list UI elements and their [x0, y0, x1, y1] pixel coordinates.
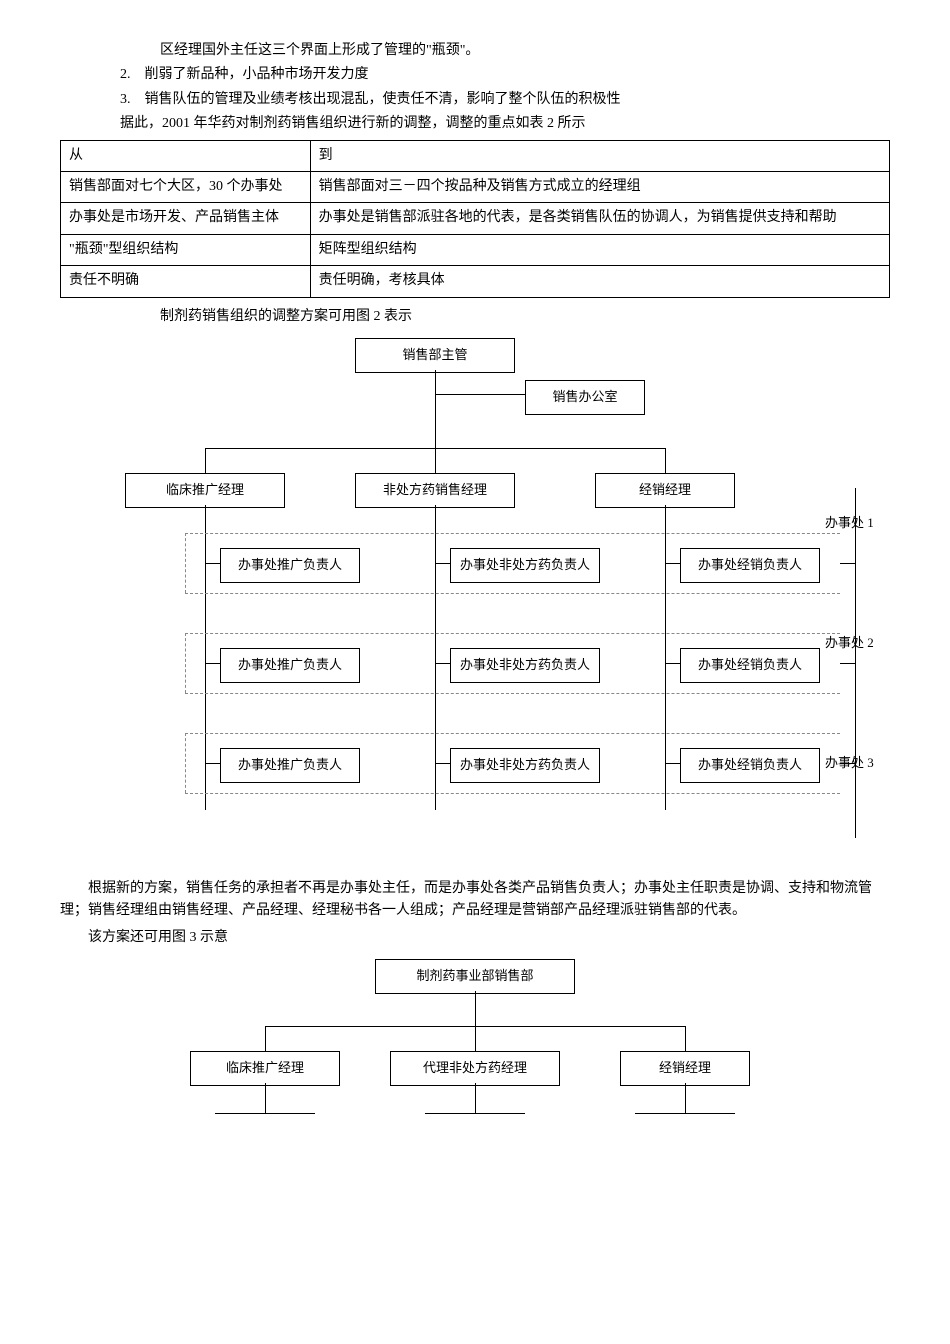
td-to: 销售部面对三－四个按品种及销售方式成立的经理组: [310, 171, 889, 202]
node2-otc: 代理非处方药经理: [390, 1051, 560, 1086]
node-otc-mgr: 非处方药销售经理: [355, 473, 515, 508]
intro-line-1: 区经理国外主任这三个界面上形成了管理的"瓶颈"。: [160, 40, 890, 62]
connector: [475, 991, 476, 1026]
connector: [205, 663, 220, 664]
connector: [435, 763, 450, 764]
node-sub-dist-3: 办事处经销负责人: [680, 748, 820, 783]
td-to: 责任明确，考核具体: [310, 266, 889, 297]
node-sub-promo-3: 办事处推广负责人: [220, 748, 360, 783]
connector: [665, 763, 680, 764]
connector: [435, 448, 436, 473]
td-to: 矩阵型组织结构: [310, 234, 889, 265]
connector: [425, 1113, 525, 1114]
th-to: 到: [310, 140, 889, 171]
intro-item-3: 3. 销售队伍的管理及业绩考核出现混乱，使责任不清，影响了整个队伍的积极性: [120, 89, 890, 111]
dash-connector: [185, 693, 840, 694]
connector: [435, 663, 450, 664]
connector: [265, 1083, 266, 1113]
td-from: 办事处是市场开发、产品销售主体: [61, 203, 311, 234]
intro-line-4: 据此，2001 年华药对制剂药销售组织进行新的调整，调整的重点如表 2 所示: [120, 113, 890, 135]
connector: [435, 563, 450, 564]
connector: [265, 1026, 266, 1051]
dash-connector: [185, 593, 840, 594]
connector: [840, 663, 855, 664]
table-header-row: 从 到: [61, 140, 890, 171]
connector: [435, 418, 436, 448]
org-chart-1: 销售部主管 销售办公室 临床推广经理 非处方药销售经理 经销经理 办事处推广负责…: [85, 338, 865, 858]
connector: [685, 1083, 686, 1113]
node2-dist: 经销经理: [620, 1051, 750, 1086]
node-sub-dist-2: 办事处经销负责人: [680, 648, 820, 683]
table-row: 办事处是市场开发、产品销售主体 办事处是销售部派驻各地的代表，是各类销售队伍的协…: [61, 203, 890, 234]
dash-connector: [185, 733, 840, 734]
node-clinical-mgr: 临床推广经理: [125, 473, 285, 508]
caption-fig2: 制剂药销售组织的调整方案可用图 2 表示: [160, 306, 890, 328]
node-sub-otc-2: 办事处非处方药负责人: [450, 648, 600, 683]
connector: [205, 563, 220, 564]
intro-item-2: 2. 削弱了新品种，小品种市场开发力度: [120, 64, 890, 86]
connector: [205, 505, 206, 810]
node-sales-director: 销售部主管: [355, 338, 515, 373]
node-sub-otc-1: 办事处非处方药负责人: [450, 548, 600, 583]
node-sub-dist-1: 办事处经销负责人: [680, 548, 820, 583]
dash-connector: [185, 733, 186, 793]
node-sub-otc-3: 办事处非处方药负责人: [450, 748, 600, 783]
node-sub-promo-1: 办事处推广负责人: [220, 548, 360, 583]
label-office-2: 办事处 2: [825, 633, 874, 654]
connector: [215, 1113, 315, 1114]
connector: [205, 448, 206, 473]
connector: [475, 1083, 476, 1113]
connector: [435, 505, 436, 810]
node-dist-mgr: 经销经理: [595, 473, 735, 508]
org-chart-2: 制剂药事业部销售部 临床推广经理 代理非处方药经理 经销经理: [135, 959, 815, 1139]
table-row: "瓶颈"型组织结构 矩阵型组织结构: [61, 234, 890, 265]
para-plan-desc: 根据新的方案，销售任务的承担者不再是办事处主任，而是办事处各类产品销售负责人；办…: [60, 878, 890, 923]
connector: [855, 488, 856, 838]
table-row: 责任不明确 责任明确，考核具体: [61, 266, 890, 297]
connector: [665, 663, 680, 664]
th-from: 从: [61, 140, 311, 171]
dash-connector: [185, 533, 186, 593]
td-from: 责任不明确: [61, 266, 311, 297]
connector: [665, 563, 680, 564]
connector: [665, 448, 666, 473]
connector: [205, 763, 220, 764]
node-sales-office: 销售办公室: [525, 380, 645, 415]
dash-connector: [185, 533, 840, 534]
connector: [475, 1026, 476, 1051]
dash-connector: [185, 633, 186, 693]
dash-connector: [185, 633, 840, 634]
node2-clinical: 临床推广经理: [190, 1051, 340, 1086]
td-from: "瓶颈"型组织结构: [61, 234, 311, 265]
label-office-1: 办事处 1: [825, 513, 874, 534]
node-sub-promo-2: 办事处推广负责人: [220, 648, 360, 683]
connector: [685, 1026, 686, 1051]
label-office-3: 办事处 3: [825, 753, 874, 774]
comparison-table: 从 到 销售部面对七个大区，30 个办事处 销售部面对三－四个按品种及销售方式成…: [60, 140, 890, 298]
td-from: 销售部面对七个大区，30 个办事处: [61, 171, 311, 202]
td-to: 办事处是销售部派驻各地的代表，是各类销售队伍的协调人，为销售提供支持和帮助: [310, 203, 889, 234]
para-fig3: 该方案还可用图 3 示意: [60, 927, 890, 949]
table-row: 销售部面对七个大区，30 个办事处 销售部面对三－四个按品种及销售方式成立的经理…: [61, 171, 890, 202]
dash-connector: [185, 793, 840, 794]
connector: [635, 1113, 735, 1114]
connector: [840, 563, 855, 564]
node2-top: 制剂药事业部销售部: [375, 959, 575, 994]
connector: [665, 505, 666, 810]
